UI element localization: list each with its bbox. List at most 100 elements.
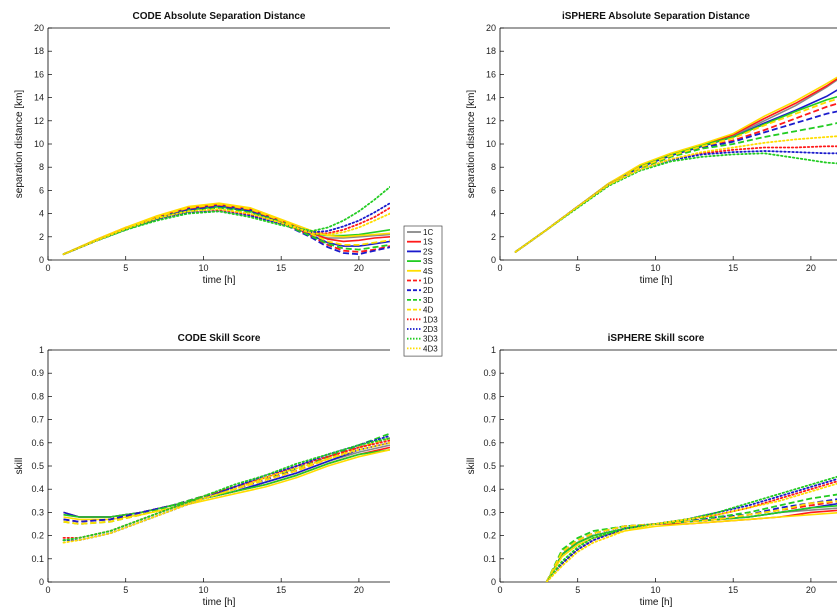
- x-tick-label: 15: [276, 263, 286, 273]
- series-line-3d: [545, 493, 837, 582]
- legend-label-4s: 4S: [423, 267, 433, 276]
- series-line-1d: [514, 102, 837, 253]
- legend-label-1c: 1C: [423, 228, 433, 237]
- x-axis-label: time [h]: [640, 597, 673, 608]
- series-group: [62, 185, 390, 256]
- x-tick-label: 0: [45, 585, 50, 595]
- x-tick-label: 0: [497, 585, 502, 595]
- legend-label-3s: 3S: [423, 257, 433, 266]
- y-tick-label: 0.4: [483, 484, 496, 494]
- x-tick-label: 5: [123, 263, 128, 273]
- chart-panel-1: 0 2 4 6 8 10 12 14 16 18 20 0 5 10 15 20 CODE Absolute S…: [14, 11, 390, 286]
- x-tick-label: 20: [806, 263, 816, 273]
- x-tick-label: 0: [45, 263, 50, 273]
- y-axis-label: skill: [14, 458, 25, 475]
- y-tick-label: 0.7: [483, 415, 496, 425]
- legend-label-1d3: 1D3: [423, 315, 438, 324]
- chart-title: CODE Absolute Separation Distance: [133, 11, 306, 22]
- series-line-3d: [63, 432, 390, 525]
- y-tick-label: 14: [486, 93, 496, 103]
- chart-panel-2: 0 2 4 6 8 10 12 14 16 18 20 0 5 10 15 20 iSPHERE Absolut…: [466, 11, 837, 286]
- y-tick-label: 0.2: [483, 531, 496, 541]
- series-line-4d3: [514, 135, 837, 253]
- x-tick-label: 10: [650, 263, 660, 273]
- series-line-4d3: [545, 482, 837, 582]
- y-tick-label: 18: [34, 46, 44, 56]
- y-tick-label: 0: [491, 577, 496, 587]
- x-tick-label: 15: [276, 585, 286, 595]
- y-tick-label: 0.8: [483, 391, 496, 401]
- series-group: [545, 475, 837, 582]
- series-line-1s: [515, 77, 837, 253]
- legend-label-3d3: 3D3: [423, 335, 438, 344]
- x-tick-label: 5: [575, 585, 580, 595]
- chart-title: CODE Skill Score: [178, 333, 261, 344]
- series-line-3d3: [62, 437, 390, 542]
- series-line-4d: [545, 500, 837, 582]
- x-tick-label: 20: [354, 585, 364, 595]
- series-line-2s: [63, 442, 390, 518]
- y-tick-label: 4: [491, 209, 496, 219]
- y-tick-label: 0.6: [483, 438, 496, 448]
- y-tick-label: 2: [491, 232, 496, 242]
- y-tick-label: 0: [491, 255, 496, 265]
- x-tick-label: 15: [728, 263, 738, 273]
- x-axis-label: time [h]: [203, 275, 236, 286]
- y-tick-label: 0.5: [31, 461, 44, 471]
- x-tick-label: 10: [198, 263, 208, 273]
- y-tick-label: 0.1: [31, 554, 44, 564]
- y-tick-label: 16: [486, 69, 496, 79]
- x-tick-label: 20: [354, 263, 364, 273]
- series-line-4s: [545, 511, 837, 582]
- y-tick-label: 6: [491, 185, 496, 195]
- y-tick-label: 0.6: [31, 438, 44, 448]
- y-tick-label: 6: [39, 185, 44, 195]
- y-tick-label: 0.2: [31, 531, 44, 541]
- legend-label-2s: 2S: [423, 247, 433, 256]
- series-line-2d3: [545, 478, 837, 582]
- series-line-4s: [515, 76, 837, 253]
- y-axis-label: skill: [466, 458, 477, 475]
- chart-title: iSPHERE Absolute Separation Distance: [562, 11, 750, 22]
- chart-panel-3: 00.10.20.30.40.50.60.70.80.910 5 10 15 20COD…: [14, 333, 390, 608]
- legend-label-1s: 1S: [423, 238, 433, 247]
- y-tick-label: 16: [34, 69, 44, 79]
- x-tick-label: 5: [123, 585, 128, 595]
- x-axis-label: time [h]: [203, 597, 236, 608]
- legend-label-3d: 3D: [423, 296, 433, 305]
- series-line-3s: [545, 504, 837, 582]
- y-tick-label: 0.7: [31, 415, 44, 425]
- series-line-2s: [515, 89, 837, 253]
- y-tick-label: 18: [486, 46, 496, 56]
- y-tick-label: 12: [34, 116, 44, 126]
- chart-panel-4: 00.10.20.30.40.50.60.70.80.910 5 10 15 20iSP…: [466, 333, 837, 608]
- series-line-1c: [515, 79, 837, 253]
- legend-label-2d3: 2D3: [423, 325, 438, 334]
- y-tick-label: 10: [486, 139, 496, 149]
- series-line-3s: [63, 449, 390, 518]
- legend-label-4d: 4D: [423, 306, 433, 315]
- y-tick-label: 0: [39, 577, 44, 587]
- y-tick-label: 0.4: [31, 484, 44, 494]
- x-tick-label: 20: [806, 585, 816, 595]
- x-tick-label: 5: [575, 263, 580, 273]
- series-line-1d3: [514, 145, 837, 253]
- y-axis-label: separation distance [km]: [466, 90, 477, 199]
- y-tick-label: 12: [486, 116, 496, 126]
- y-tick-label: 0.8: [31, 391, 44, 401]
- x-tick-label: 10: [198, 585, 208, 595]
- y-tick-label: 0.1: [483, 554, 496, 564]
- x-tick-label: 0: [497, 263, 502, 273]
- y-tick-label: 4: [39, 209, 44, 219]
- y-tick-label: 20: [34, 23, 44, 33]
- y-tick-label: 0.9: [31, 368, 44, 378]
- series-line-4d3: [62, 208, 390, 256]
- series-line-3d3: [514, 152, 837, 253]
- series-group: [62, 432, 390, 544]
- y-tick-label: 8: [491, 162, 496, 172]
- y-tick-label: 0.9: [483, 368, 496, 378]
- series-line-2d3: [514, 150, 837, 253]
- series-line-3d: [514, 122, 837, 253]
- series-line-2d3: [62, 202, 390, 256]
